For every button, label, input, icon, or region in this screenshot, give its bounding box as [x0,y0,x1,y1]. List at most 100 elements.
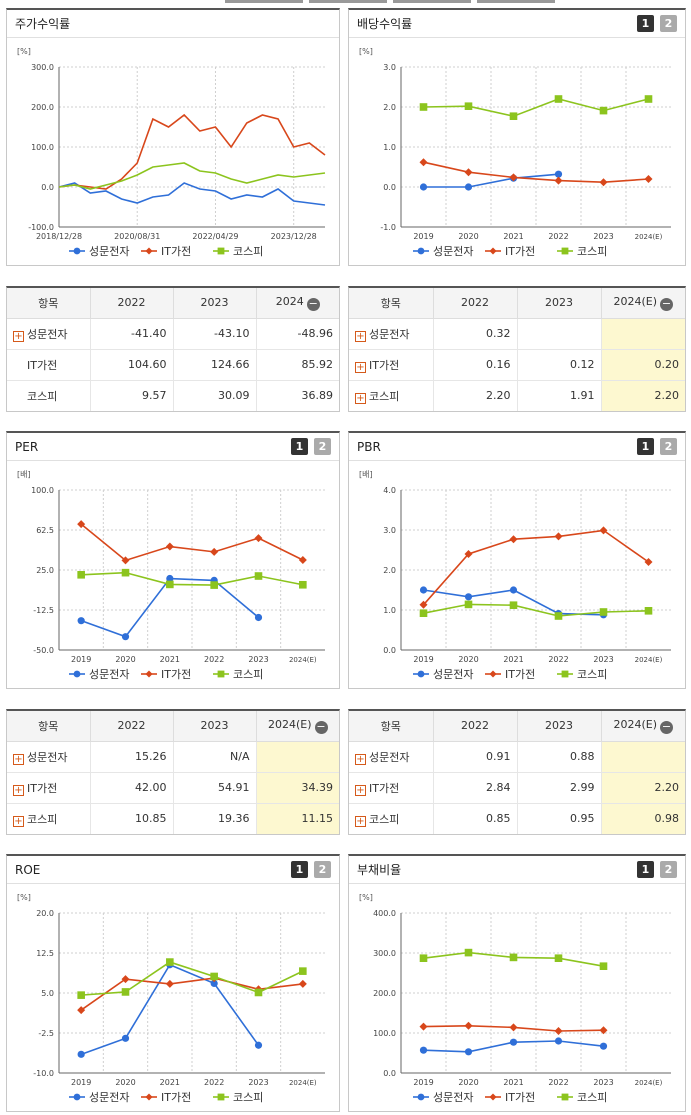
collapse-icon[interactable]: − [660,719,674,734]
collapse-icon[interactable]: − [306,296,320,311]
page-2-button[interactable]: 2 [314,861,331,878]
point-kospi[interactable] [419,103,428,111]
point-it[interactable] [509,535,518,544]
point-kospi[interactable] [254,988,263,997]
expand-icon[interactable]: + [355,330,366,342]
point-it[interactable] [554,1027,563,1035]
point-kospi[interactable] [121,568,130,577]
point-samsung[interactable] [554,1037,563,1045]
collapse-icon[interactable]: − [314,719,328,734]
point-it[interactable] [509,173,518,182]
point-samsung[interactable] [121,633,130,641]
point-it[interactable] [298,555,307,564]
expand-icon[interactable]: + [13,784,24,796]
point-samsung[interactable] [77,617,85,625]
point-samsung[interactable] [210,979,218,987]
point-samsung[interactable] [419,183,428,191]
point-it[interactable] [464,1021,473,1030]
expand-icon[interactable]: + [355,753,366,765]
point-samsung[interactable] [419,586,428,594]
point-kospi[interactable] [77,571,85,579]
point-it[interactable] [599,178,608,187]
page-1-button[interactable]: 1 [291,861,308,878]
point-samsung[interactable] [599,1042,608,1050]
point-it[interactable] [121,975,130,984]
expand-icon[interactable]: + [13,815,24,827]
point-kospi[interactable] [509,112,518,120]
point-kospi[interactable] [644,607,653,615]
point-samsung[interactable] [419,1046,428,1054]
page-1-button[interactable]: 1 [637,438,654,455]
point-it[interactable] [77,1006,86,1015]
expand-icon[interactable]: + [13,330,24,342]
point-it[interactable] [599,526,608,535]
point-it[interactable] [644,558,653,566]
collapse-icon[interactable]: − [660,296,674,311]
point-kospi[interactable] [121,988,130,996]
point-it[interactable] [210,547,219,556]
point-it[interactable] [121,556,130,565]
page-2-button[interactable]: 2 [660,438,677,455]
point-samsung[interactable] [509,1038,518,1046]
point-kospi[interactable] [509,953,518,962]
page-1-button[interactable]: 1 [637,15,654,32]
point-kospi[interactable] [77,991,85,999]
point-it[interactable] [464,550,473,558]
point-kospi[interactable] [599,608,608,616]
expand-icon[interactable]: + [355,361,366,373]
point-it[interactable] [419,158,428,167]
point-it[interactable] [509,1023,518,1032]
point-it[interactable] [298,979,307,988]
point-samsung[interactable] [166,574,174,583]
point-kospi[interactable] [166,580,174,589]
point-kospi[interactable] [210,972,218,981]
point-kospi[interactable] [509,601,518,609]
x-tick-label: 2023 [593,232,613,241]
point-it[interactable] [165,542,174,551]
point-kospi[interactable] [254,572,263,580]
point-it[interactable] [599,1026,608,1035]
expand-icon[interactable]: + [355,815,366,827]
point-samsung[interactable] [464,1048,473,1056]
point-it[interactable] [77,520,86,529]
point-kospi[interactable] [299,967,307,975]
point-it[interactable] [165,979,174,988]
point-it[interactable] [419,600,428,609]
point-kospi[interactable] [554,612,563,620]
point-kospi[interactable] [299,580,307,589]
point-kospi[interactable] [166,958,174,966]
point-it[interactable] [554,532,563,541]
point-kospi[interactable] [599,962,608,970]
page-2-button[interactable]: 2 [314,438,331,455]
point-kospi[interactable] [419,954,428,962]
point-samsung[interactable] [509,586,518,594]
point-kospi[interactable] [599,106,608,115]
point-it[interactable] [254,534,263,543]
point-kospi[interactable] [464,600,473,609]
page-2-button[interactable]: 2 [660,861,677,878]
page-1-button[interactable]: 1 [291,438,308,455]
point-kospi[interactable] [464,948,473,957]
point-samsung[interactable] [77,1050,85,1058]
point-kospi[interactable] [554,954,563,962]
expand-icon[interactable]: + [13,753,24,765]
point-samsung[interactable] [554,170,563,178]
point-kospi[interactable] [644,95,653,103]
point-samsung[interactable] [254,1041,263,1049]
point-samsung[interactable] [464,593,473,601]
point-samsung[interactable] [464,183,473,191]
point-kospi[interactable] [554,95,563,103]
expand-icon[interactable]: + [355,392,366,404]
point-kospi[interactable] [464,102,473,110]
point-kospi[interactable] [210,581,218,589]
point-kospi[interactable] [419,609,428,617]
point-it[interactable] [644,175,653,183]
expand-icon[interactable]: + [355,784,366,796]
point-samsung[interactable] [121,1034,130,1042]
point-it[interactable] [419,1022,428,1031]
point-it[interactable] [554,176,563,185]
page-1-button[interactable]: 1 [637,861,654,878]
point-samsung[interactable] [254,613,263,622]
point-it[interactable] [464,168,473,177]
page-2-button[interactable]: 2 [660,15,677,32]
